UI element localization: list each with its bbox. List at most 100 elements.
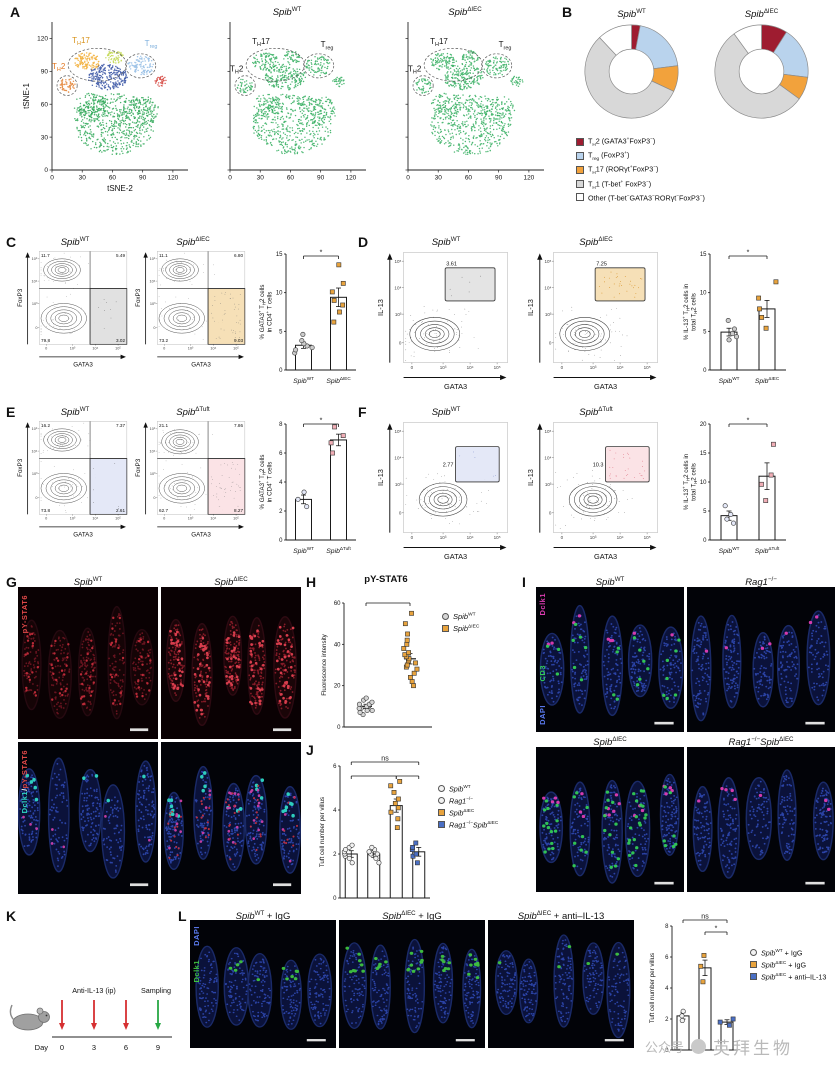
- h-legend: SpibWT SpibΔIEC: [442, 612, 479, 636]
- legend-marker: [442, 625, 449, 633]
- stain-label-pystat6: pY-STAT6: [20, 595, 29, 634]
- flow-title: SpibΔIEC: [176, 236, 210, 249]
- svg-text:60: 60: [41, 101, 49, 108]
- svg-text:2: 2: [333, 852, 337, 858]
- svg-text:GATA3: GATA3: [73, 532, 93, 539]
- legend-label: SpibΔIEC: [449, 807, 475, 818]
- svg-text:10⁴: 10⁴: [467, 535, 474, 540]
- svg-text:6: 6: [333, 764, 337, 770]
- panel-g: G SpibWT SpibΔIEC pY-STAT6 Dclk1/pY-STAT…: [2, 574, 304, 906]
- svg-text:21.1: 21.1: [159, 423, 168, 428]
- if-image-cell: [536, 747, 684, 892]
- svg-text:10: 10: [700, 291, 707, 297]
- svg-text:GATA3: GATA3: [444, 552, 467, 561]
- svg-text:Sampling: Sampling: [141, 986, 171, 995]
- svg-text:9.03: 9.03: [234, 338, 243, 343]
- svg-text:10³: 10³: [440, 535, 447, 540]
- if-col-title: SpibWT: [73, 576, 103, 589]
- legend-marker: [438, 785, 445, 793]
- svg-text:TH2: TH2: [230, 64, 244, 75]
- svg-text:SpibΔTuft: SpibΔTuft: [326, 546, 351, 555]
- if-image-l-wt-igg: [190, 920, 336, 1048]
- svg-text:10⁴: 10⁴: [210, 517, 216, 521]
- svg-text:IL-13: IL-13: [376, 469, 385, 486]
- svg-text:10⁵: 10⁵: [545, 259, 552, 264]
- svg-text:7.86: 7.86: [234, 423, 243, 428]
- if-image-cell: Dclk1/pY-STAT6: [18, 742, 158, 894]
- legend-marker: [576, 137, 584, 146]
- bar-chart-c: 0 5 10 15 % GATA3+ TH2 cellsin CD4+ T cells S…: [257, 250, 356, 385]
- svg-text:10⁵: 10⁵: [115, 347, 121, 351]
- svg-text:0: 0: [50, 175, 54, 182]
- svg-text:10⁴: 10⁴: [394, 455, 401, 460]
- legend-marker: [438, 797, 445, 805]
- if-image-g-diec-pystat6: [161, 587, 301, 739]
- svg-text:60: 60: [287, 175, 295, 182]
- svg-text:10⁵: 10⁵: [32, 257, 38, 261]
- legend-marker: [750, 949, 757, 957]
- svg-text:SpibWT: SpibWT: [293, 546, 314, 555]
- svg-text:0: 0: [549, 511, 552, 516]
- svg-text:120: 120: [37, 36, 48, 43]
- svg-text:0: 0: [153, 496, 155, 500]
- svg-text:10⁴: 10⁴: [150, 280, 156, 284]
- svg-text:4: 4: [279, 480, 283, 486]
- flow-title: SpibΔTuft: [579, 406, 613, 419]
- svg-text:% IL-13+ TH2 cells intotal TH2: % IL-13+ TH2 cells intotal TH2 cells: [681, 453, 698, 510]
- svg-text:10³: 10³: [395, 312, 402, 317]
- legend-marker: [576, 166, 584, 175]
- if-col-title: Rag1−/−SpibΔIEC: [728, 736, 794, 749]
- flow-title: SpibΔIEC: [579, 236, 613, 249]
- svg-text:0: 0: [44, 167, 48, 174]
- svg-text:ns: ns: [701, 914, 709, 921]
- svg-text:120: 120: [345, 175, 356, 182]
- panel-f: F SpibWT 10⁵ 10⁴ 10³ 0 0 10³ 10⁴ 10⁵ 2.77 IL-13 GA…: [356, 402, 838, 572]
- svg-text:10³: 10³: [545, 482, 552, 487]
- flow-title: SpibWT: [431, 406, 461, 419]
- flow-diec: SpibΔIEC 10⁵ 10⁴ 10³ 0 0 10³ 10⁴ 10⁵ 7.25 IL-13 GA…: [526, 234, 666, 397]
- svg-text:10⁵: 10⁵: [395, 259, 402, 264]
- panel-i: I SpibWT Rag1−/− Dclk1 CD3 DAPI SpibΔIEC: [522, 574, 838, 906]
- if-col-title: SpibΔIEC: [214, 576, 248, 589]
- svg-text:10⁵: 10⁵: [395, 429, 402, 434]
- stain-label-dapi: DAPI: [538, 705, 547, 725]
- svg-text:FoxP3: FoxP3: [135, 458, 142, 477]
- if-image-cell: [161, 742, 301, 894]
- stain-label-dclk1: Dclk1: [192, 960, 201, 983]
- svg-text:10³: 10³: [70, 346, 76, 351]
- donut-chart-wt: [584, 24, 679, 119]
- svg-text:10⁴: 10⁴: [32, 450, 38, 454]
- if-image-cell: pY-STAT6: [18, 587, 158, 739]
- watermark-prefix: 公众号: [645, 1040, 685, 1055]
- svg-text:Treg: Treg: [321, 40, 334, 51]
- svg-text:30: 30: [257, 175, 265, 182]
- svg-text:TH2: TH2: [52, 62, 66, 73]
- svg-text:6: 6: [124, 1043, 128, 1052]
- legend-item: SpibΔIEC: [438, 808, 498, 817]
- svg-text:2: 2: [665, 1017, 669, 1023]
- experiment-schematic: 0 3 6 9 Day Anti-IL-13 (ip) Sampling: [9, 986, 172, 1052]
- stain-label-dapi: DAPI: [192, 926, 201, 946]
- panel-k-label: K: [6, 908, 17, 924]
- bar-chart-f: 0 5 10 15 20 % IL-13+ TH2 cells intotal TH2 c…: [681, 418, 786, 555]
- watermark-name: 英拜生物: [713, 1039, 794, 1058]
- if-image-i-diec: [536, 747, 684, 892]
- legend-marker: [576, 193, 584, 202]
- if-image-i-rag1-diec: [687, 747, 835, 892]
- legend-label: TH1 (T-bet+ FoxP3−): [588, 178, 652, 190]
- legend-marker: [576, 152, 584, 161]
- svg-text:6: 6: [665, 955, 669, 961]
- flow-chart-f-wt: 10⁵ 10⁴ 10³ 0 0 10³ 10⁴ 10⁵ 2.77 IL-13 GATA3: [376, 422, 508, 561]
- svg-text:2: 2: [279, 509, 283, 515]
- l-legend: SpibWT + IgG SpibΔIEC + IgG SpibΔIEC + ant…: [750, 948, 826, 984]
- flow-wt: SpibWT 10⁵ 10⁴ 10³ 0 0 10³ 10⁴ 10⁵ 16.2 7.37 73.8 2…: [16, 404, 134, 543]
- svg-text:8: 8: [665, 924, 669, 930]
- svg-text:8: 8: [279, 422, 283, 428]
- svg-text:Treg: Treg: [499, 40, 512, 51]
- tsne-chart-diec: 0 30 60 90 120 TH17 Treg TH2: [405, 22, 544, 182]
- svg-text:10: 10: [700, 480, 707, 486]
- legend-label: SpibΔIEC + IgG: [761, 959, 807, 970]
- svg-text:90: 90: [139, 175, 147, 182]
- svg-text:0: 0: [163, 347, 165, 351]
- flow-diec: SpibΔIEC 10⁵ 10⁴ 10³ 0 0 10³ 10⁴ 10⁵ 11.1 6.80 73.…: [134, 234, 252, 373]
